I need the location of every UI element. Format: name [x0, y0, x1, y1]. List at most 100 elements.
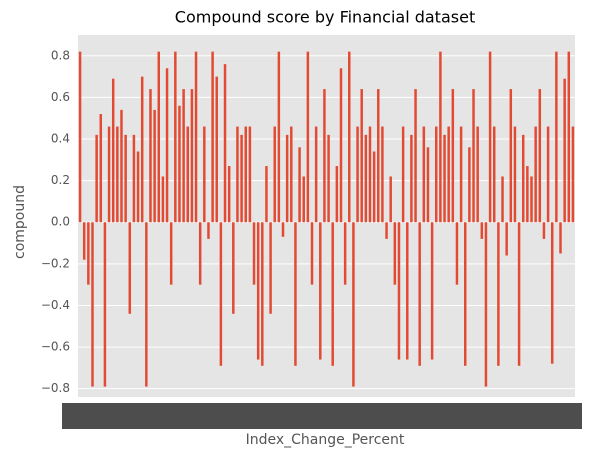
bar	[285, 134, 289, 223]
bar	[459, 126, 463, 223]
bar	[269, 222, 272, 314]
bar	[331, 222, 334, 366]
bar	[236, 126, 239, 223]
bar	[343, 222, 347, 285]
bar	[517, 222, 521, 366]
bar	[319, 222, 322, 360]
bar	[240, 134, 243, 223]
bar	[161, 176, 165, 223]
bar	[294, 222, 297, 366]
bar	[120, 109, 123, 223]
y-tick-label: 0.8	[51, 48, 70, 62]
bar	[385, 222, 388, 239]
bar	[174, 51, 177, 223]
bar	[302, 176, 305, 223]
bar	[323, 89, 326, 223]
bar	[509, 89, 513, 223]
bar	[406, 222, 409, 360]
bar	[439, 51, 442, 223]
bar	[310, 222, 314, 285]
bar	[480, 222, 484, 239]
bar	[389, 176, 392, 223]
bar	[78, 51, 82, 223]
bar	[128, 222, 132, 314]
bar	[186, 126, 189, 223]
bar	[546, 126, 550, 223]
bar	[484, 222, 488, 387]
bar	[306, 51, 310, 223]
y-tick-label: 0.6	[51, 90, 70, 104]
bar	[182, 89, 185, 223]
bar	[103, 222, 107, 387]
bar	[513, 126, 517, 223]
bar	[252, 222, 256, 285]
bar	[165, 68, 169, 223]
bar	[567, 51, 571, 223]
y-axis-label: compound	[12, 185, 28, 259]
bar	[377, 89, 380, 223]
bar	[273, 126, 276, 223]
bar	[261, 222, 264, 366]
bar	[372, 151, 376, 223]
y-tick-label: −0.2	[41, 256, 70, 270]
bar	[111, 78, 115, 223]
bar	[534, 126, 537, 223]
bar	[99, 114, 103, 223]
bar	[435, 126, 438, 223]
bar	[526, 166, 529, 223]
bar	[418, 222, 421, 366]
bar	[124, 134, 127, 223]
bar	[203, 126, 206, 223]
bar	[426, 147, 430, 223]
bar	[215, 76, 218, 223]
bar	[559, 222, 562, 254]
bar	[277, 51, 281, 223]
bar	[132, 134, 136, 223]
y-tick-label: 0.2	[51, 173, 70, 187]
x-axis-label: Index_Change_Percent	[246, 432, 405, 448]
bar	[178, 105, 181, 223]
bar	[393, 222, 397, 285]
bar	[256, 222, 260, 360]
bar	[464, 222, 467, 366]
bar	[488, 51, 492, 223]
bar	[368, 126, 372, 223]
bar	[472, 89, 475, 223]
bar	[348, 51, 351, 223]
bar	[95, 134, 98, 223]
bar	[339, 68, 343, 223]
bar	[140, 76, 144, 223]
bar	[194, 51, 198, 223]
bar	[116, 126, 119, 223]
bar	[468, 147, 471, 223]
bar	[571, 126, 575, 223]
bar	[542, 222, 546, 239]
bar	[352, 222, 355, 387]
bar	[327, 134, 330, 223]
bar	[91, 222, 94, 387]
bar	[227, 166, 231, 223]
bar	[136, 151, 140, 223]
bar	[422, 126, 426, 223]
y-tick-label: 0.0	[51, 215, 70, 229]
bar	[410, 134, 413, 223]
bar	[265, 166, 268, 223]
bar	[244, 126, 247, 223]
bar	[219, 222, 223, 366]
bar	[153, 109, 156, 223]
bar	[298, 147, 301, 223]
chart-title: Compound score by Financial dataset	[175, 8, 475, 27]
bar	[145, 222, 148, 387]
bar	[290, 126, 293, 223]
bar	[401, 126, 405, 223]
bar	[530, 176, 533, 223]
bar	[232, 222, 235, 314]
bar	[157, 51, 161, 223]
bar	[356, 126, 359, 223]
bar	[414, 89, 417, 223]
bar	[497, 222, 500, 366]
bar	[397, 222, 401, 360]
bar	[207, 222, 210, 239]
bar	[364, 134, 368, 223]
